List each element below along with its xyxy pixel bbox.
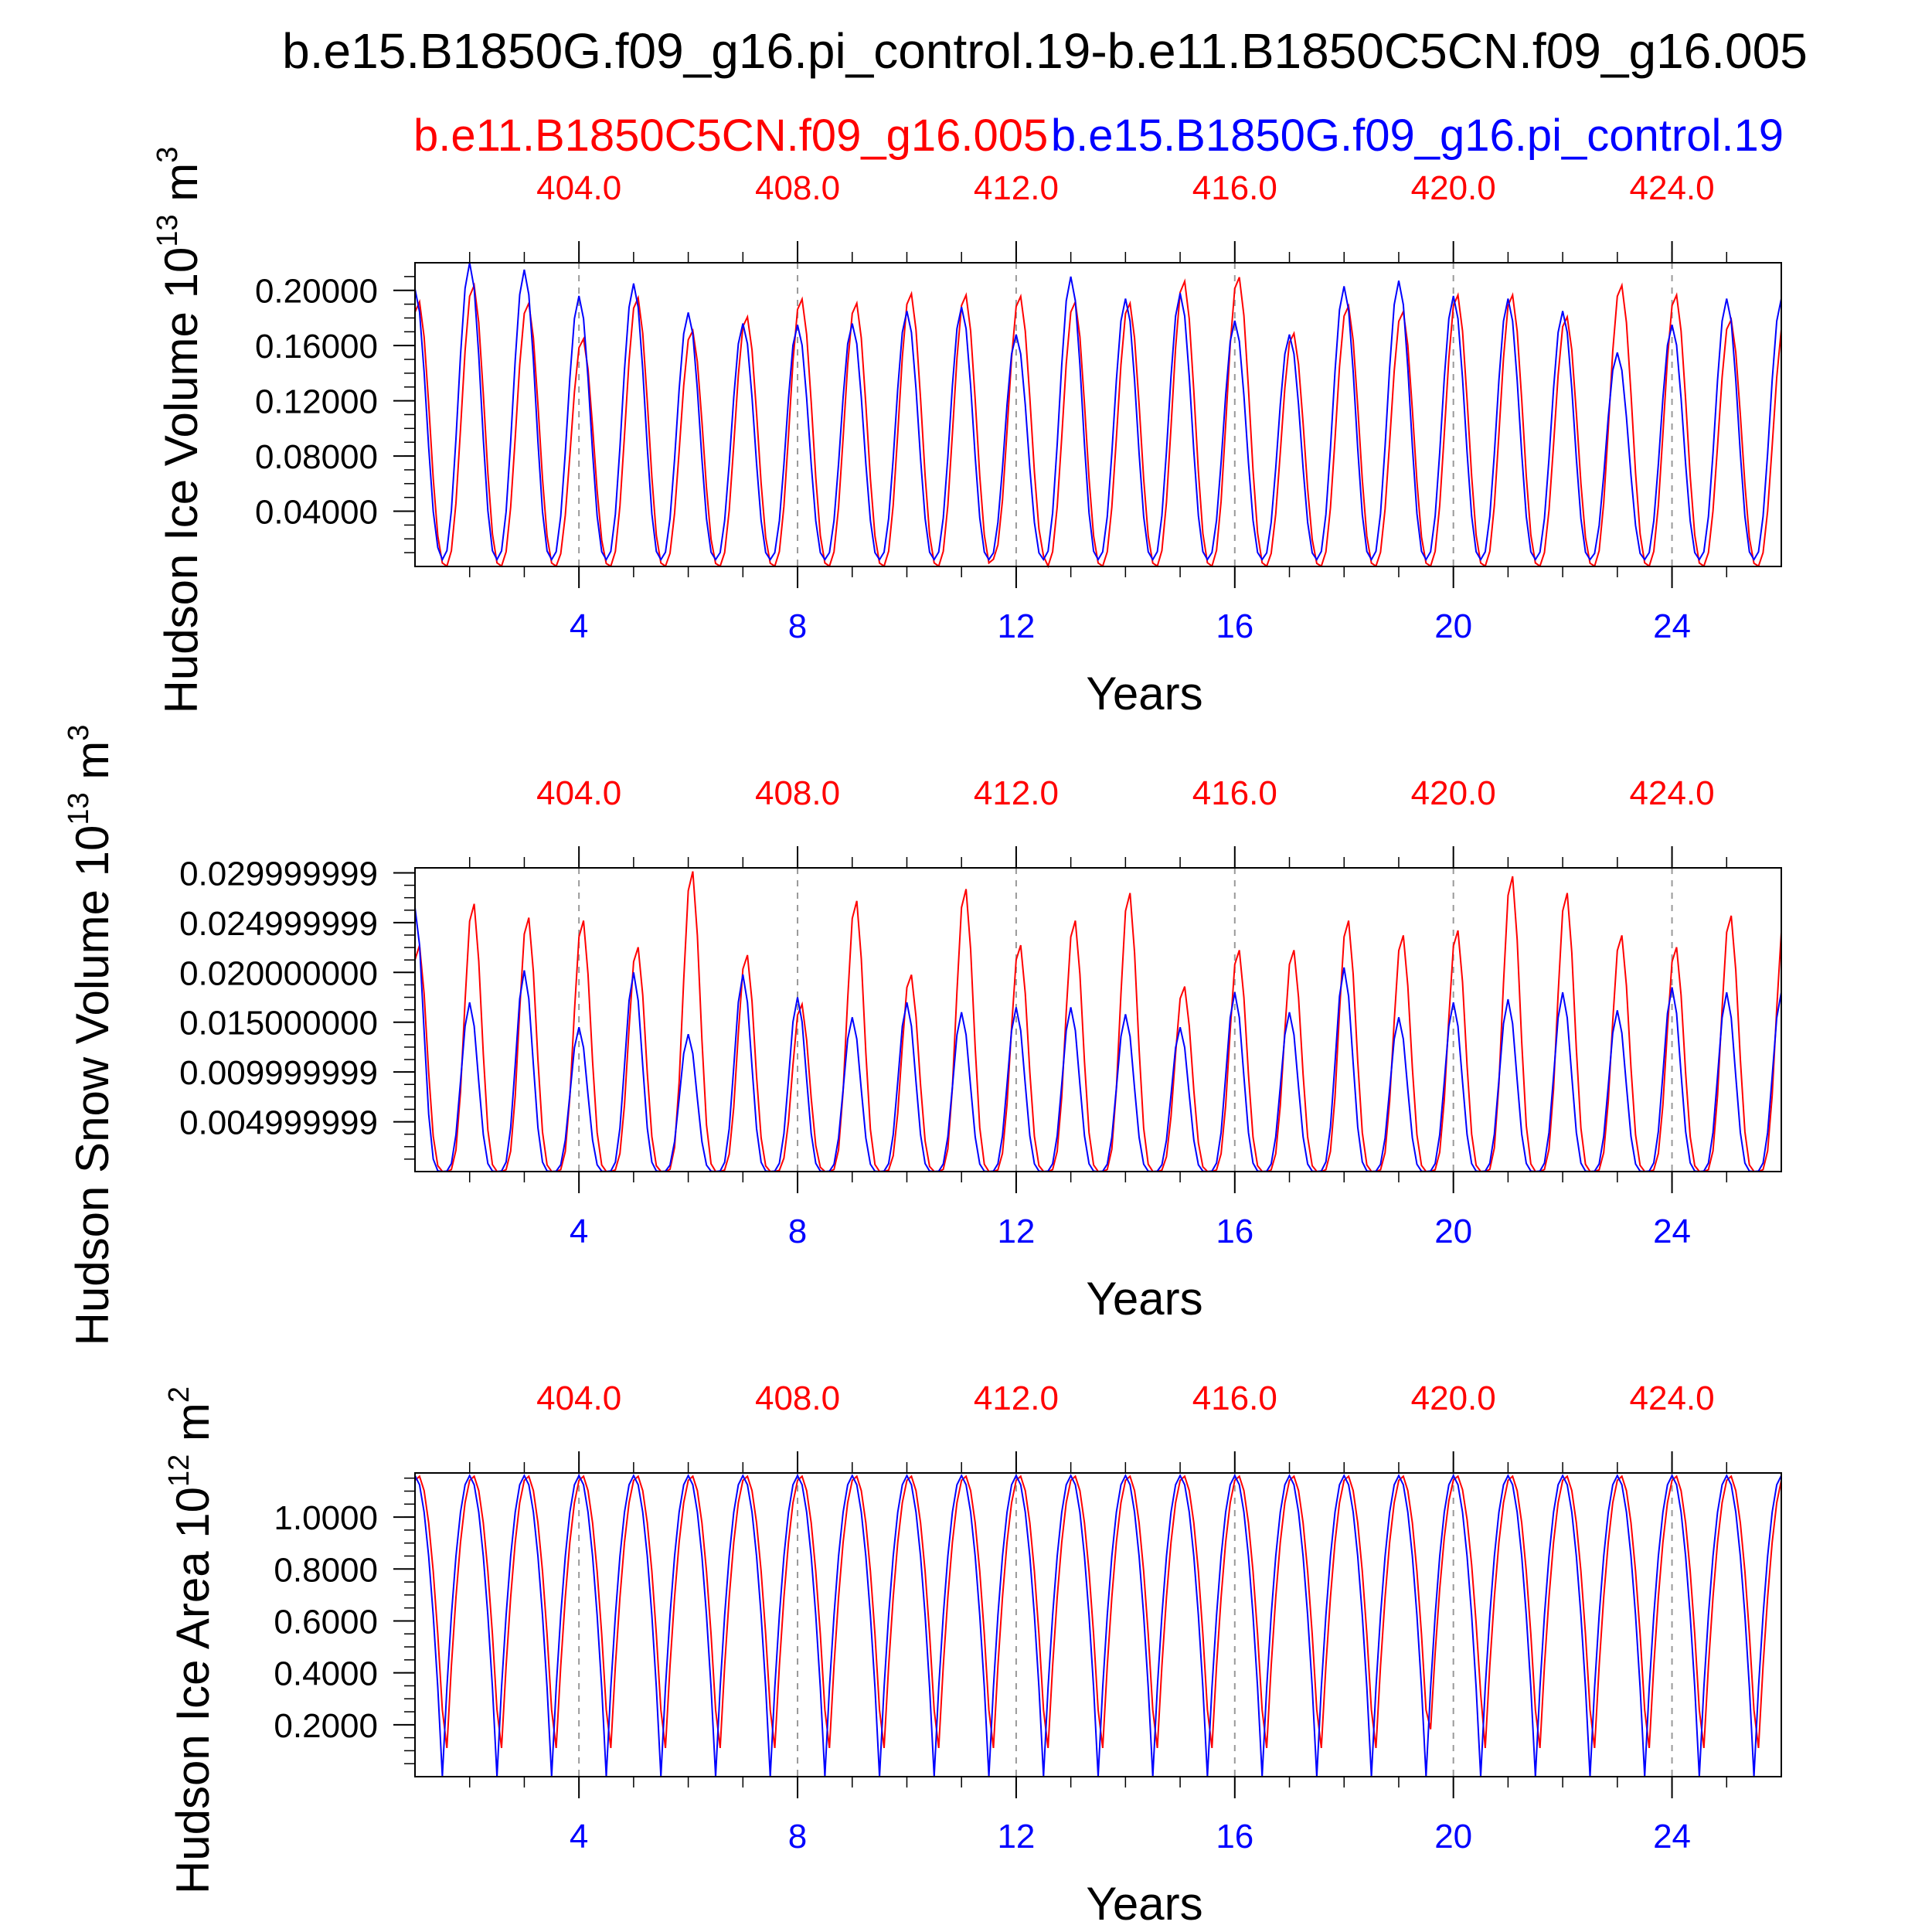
x-tick-label-bottom: 12 [997, 607, 1035, 645]
x-tick-label-bottom: 24 [1653, 1213, 1691, 1250]
x-tick-label-bottom: 16 [1216, 1818, 1253, 1855]
y-tick-label: 0.2000 [274, 1707, 378, 1745]
y-axis-label: Hudson Ice Area 1012 m2 [163, 1386, 219, 1894]
x-tick-label-bottom: 8 [788, 1818, 807, 1855]
x-tick-label-top: 408.0 [755, 774, 840, 812]
y-axis-label-unit-exp: 3 [151, 147, 184, 163]
y-axis-label-unit-exp: 2 [163, 1386, 196, 1403]
plot-frame [414, 1472, 1782, 1777]
red-series-line [414, 277, 1782, 569]
x-tick-label-bottom: 8 [788, 607, 807, 645]
y-tick-label: 0.16000 [255, 328, 378, 366]
y-tick-label: 0.029999999 [179, 855, 378, 893]
panel-1: 0.04000 0.08000 0.12000 0.16000 0.20000 4 404.… [151, 147, 1782, 719]
y-axis-label-text: Hudson Ice Area 10 [167, 1487, 219, 1894]
y-tick-label: 0.024999999 [179, 905, 378, 943]
x-tick-label-top: 416.0 [1192, 169, 1277, 207]
x-tick-label-top: 404.0 [536, 169, 621, 207]
x-tick-label-bottom: 8 [788, 1213, 807, 1250]
x-tick-label-bottom: 16 [1216, 1213, 1253, 1250]
x-axis-label: Years [1086, 1878, 1202, 1930]
x-tick-label-bottom: 12 [997, 1818, 1035, 1855]
x-tick-label-top: 420.0 [1411, 1379, 1496, 1417]
y-axis-label-exp: 12 [163, 1454, 196, 1487]
blue-series-line [414, 262, 1782, 562]
x-axis-label: Years [1086, 668, 1202, 719]
x-tick-label-bottom: 4 [570, 607, 588, 645]
y-tick-label: 0.8000 [274, 1551, 378, 1589]
y-axis-label-unit-text: m [155, 163, 207, 202]
y-tick-label: 0.08000 [255, 438, 378, 476]
y-tick-label: 1.0000 [274, 1499, 378, 1537]
chart-title: b.e15.B1850G.f09_g16.pi_control.19-b.e11… [282, 23, 1808, 79]
x-tick-label-top: 412.0 [974, 774, 1059, 812]
y-axis-label-unit-text: m [66, 741, 118, 780]
y-tick-label: 0.04000 [255, 494, 378, 532]
y-axis-label-text: Hudson Snow Volume 10 [66, 825, 118, 1346]
x-tick-label-bottom: 12 [997, 1213, 1035, 1250]
y-axis-label-unit-exp: 3 [63, 725, 95, 741]
x-axis-label: Years [1086, 1273, 1202, 1325]
red-series-line [414, 1475, 1782, 1749]
legend-red-label: b.e11.B1850C5CN.f09_g16.005 [413, 111, 1048, 161]
x-tick-label-bottom: 24 [1653, 607, 1691, 645]
y-tick-label: 0.20000 [255, 273, 378, 311]
x-tick-label-bottom: 4 [570, 1818, 588, 1855]
panel-2: 0.004999999 0.009999999 0.015000000 0.02000… [63, 725, 1782, 1346]
x-tick-label-top: 416.0 [1192, 1379, 1277, 1417]
x-tick-label-top: 408.0 [755, 169, 840, 207]
y-axis-label-unit [66, 780, 118, 793]
x-tick-label-bottom: 20 [1434, 1818, 1472, 1855]
plot-frame [414, 867, 1782, 1172]
y-axis-label-exp: 13 [151, 214, 184, 247]
x-tick-label-top: 416.0 [1192, 774, 1277, 812]
y-tick-label: 0.6000 [274, 1603, 378, 1641]
x-tick-label-top: 412.0 [974, 1379, 1059, 1417]
x-tick-label-top: 424.0 [1630, 1379, 1715, 1417]
y-tick-label: 0.020000000 [179, 954, 378, 992]
y-tick-label: 0.12000 [255, 383, 378, 421]
panel-3: 0.2000 0.4000 0.6000 0.8000 1.0000 4 404.0 8 408… [163, 1379, 1782, 1930]
x-tick-label-bottom: 20 [1434, 1213, 1472, 1250]
y-axis-label-unit [167, 1441, 219, 1454]
x-tick-label-bottom: 16 [1216, 607, 1253, 645]
x-tick-label-top: 424.0 [1630, 774, 1715, 812]
x-tick-label-bottom: 20 [1434, 607, 1472, 645]
y-tick-label: 0.015000000 [179, 1005, 378, 1043]
y-axis-label-unit-text: m [167, 1403, 219, 1441]
y-tick-label: 0.009999999 [179, 1054, 378, 1092]
x-tick-label-top: 420.0 [1411, 774, 1496, 812]
x-tick-label-bottom: 4 [570, 1213, 588, 1250]
x-tick-label-top: 424.0 [1630, 169, 1715, 207]
y-tick-label: 0.004999999 [179, 1104, 378, 1142]
y-tick-label: 0.4000 [274, 1655, 378, 1693]
x-tick-label-top: 412.0 [974, 169, 1059, 207]
x-tick-label-bottom: 24 [1653, 1818, 1691, 1855]
y-axis-label: Hudson Snow Volume 1013 m3 [63, 725, 118, 1346]
y-axis-label-exp: 13 [63, 792, 95, 825]
y-axis-label-text: Hudson Ice Volume 10 [155, 247, 207, 714]
x-tick-label-top: 420.0 [1411, 169, 1496, 207]
x-tick-label-top: 404.0 [536, 774, 621, 812]
y-axis-label-unit [155, 202, 207, 215]
x-tick-label-top: 404.0 [536, 1379, 621, 1417]
x-tick-label-top: 408.0 [755, 1379, 840, 1417]
y-axis-label: Hudson Ice Volume 1013 m3 [151, 147, 207, 714]
legend-blue-label: b.e15.B1850G.f09_g16.pi_control.19 [1051, 111, 1784, 161]
